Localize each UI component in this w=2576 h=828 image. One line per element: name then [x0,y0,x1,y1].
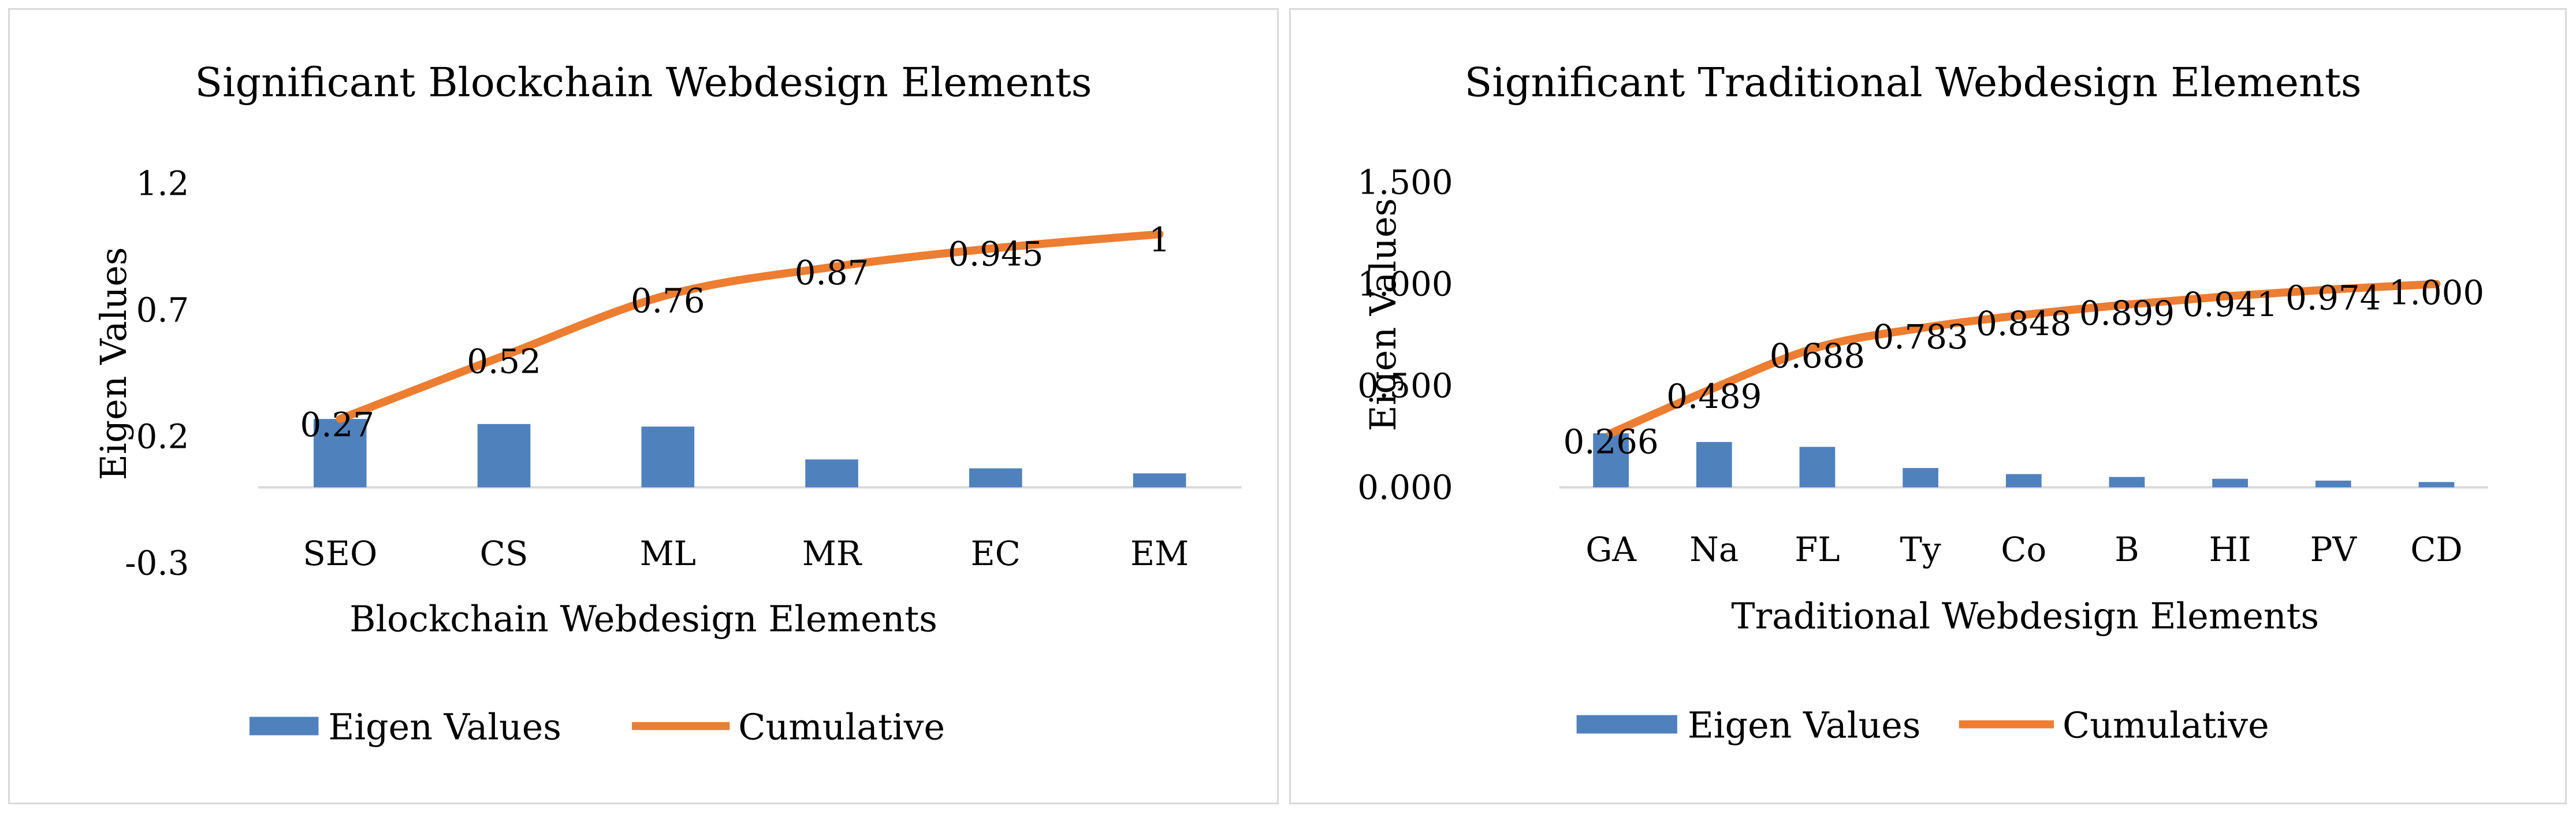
x-axis-title: Blockchain Webdesign Elements [349,598,937,640]
cumulative-data-label: 0.848 [1976,304,2071,343]
x-tick-label: Co [2001,530,2046,569]
bar-cd [2418,482,2455,488]
traditional-chart: Significant Traditional Webdesign Elemen… [1357,59,2488,746]
cumulative-data-label: 0.489 [1666,377,1762,416]
chart-title: Significant Blockchain Webdesign Element… [195,59,1092,106]
bar-em [1133,473,1186,488]
y-tick-label: 0.2 [136,417,189,456]
cumulative-data-label: 0.266 [1563,422,1658,462]
cumulative-line [336,230,1164,424]
chart-panel-traditional: Significant Traditional Webdesign Elemen… [1289,8,2567,804]
x-tick-label: GA [1585,530,1637,569]
cumulative-data-label: 0.87 [795,253,869,292]
y-tick-label: 0.7 [136,291,189,330]
cumulative-data-label: 0.941 [2182,285,2277,324]
x-tick-label: MR [802,534,862,573]
cumulative-data-label: 0.974 [2285,279,2381,318]
x-tick-label: PV [2310,530,2357,569]
x-tick-label: Na [1689,530,1739,569]
cumulative-data-label: 1.000 [2389,273,2484,312]
cumulative-data-label: 0.688 [1770,336,1865,376]
x-tick-label: CD [2410,530,2462,569]
y-axis-title: Eigen Values [93,247,135,481]
y-tick-label: 1.000 [1357,265,1453,304]
x-tick-label: EM [1130,534,1189,573]
x-tick-label: B [2115,530,2139,569]
bar-b [2109,477,2145,488]
chart-title: Significant Traditional Webdesign Elemen… [1465,59,2362,106]
cumulative-line [1607,280,2441,437]
bar-pv [2315,480,2351,488]
x-tick-label: ML [640,534,696,573]
cumulative-data-label: 0.27 [300,405,375,444]
cumulative-data-label: 0.899 [2079,294,2175,333]
bar-fl [1799,447,1836,488]
legend-label-cumulative: Cumulative [738,706,945,748]
x-tick-label: SEO [303,534,377,573]
blockchain-chart: Significant Blockchain Webdesign Element… [93,59,1242,748]
y-tick-label: 1.500 [1357,163,1453,202]
y-tick-label: 0.000 [1357,467,1453,507]
bar-cs [477,424,531,488]
chart-panel-blockchain: Significant Blockchain Webdesign Element… [8,8,1279,804]
x-tick-label: FL [1795,530,1840,569]
x-tick-label: CS [480,534,528,573]
bar-seo [313,419,367,488]
y-tick-label: -0.3 [125,544,189,583]
cumulative-data-label: 0.76 [631,281,705,320]
legend-label-eigen-values: Eigen Values [328,706,561,748]
cumulative-data-label: 0.52 [467,341,541,381]
bar-ml [641,426,695,488]
bar-ty [1903,467,1938,488]
x-tick-label: EC [971,534,1021,573]
y-axis-title: Eigen Values [1363,198,1404,432]
bar-co [2005,474,2042,488]
cumulative-data-label: 0.945 [948,234,1043,273]
legend-label-eigen-values: Eigen Values [1688,704,1921,746]
cumulative-data-label: 1 [1149,220,1170,259]
x-axis-title: Traditional Webdesign Elements [1731,595,2319,637]
y-tick-label: 0.500 [1357,366,1453,405]
bar-ga [1593,433,1629,488]
cumulative-data-label: 0.783 [1873,317,1968,357]
x-tick-label: Ty [1900,530,1942,569]
bar-na [1696,441,1732,488]
bar-hi [2212,478,2248,488]
bar-ec [969,468,1022,488]
y-tick-label: 1.2 [136,164,189,203]
x-tick-label: HI [2209,530,2251,569]
bar-mr [805,459,858,488]
legend-label-cumulative: Cumulative [2063,704,2269,746]
